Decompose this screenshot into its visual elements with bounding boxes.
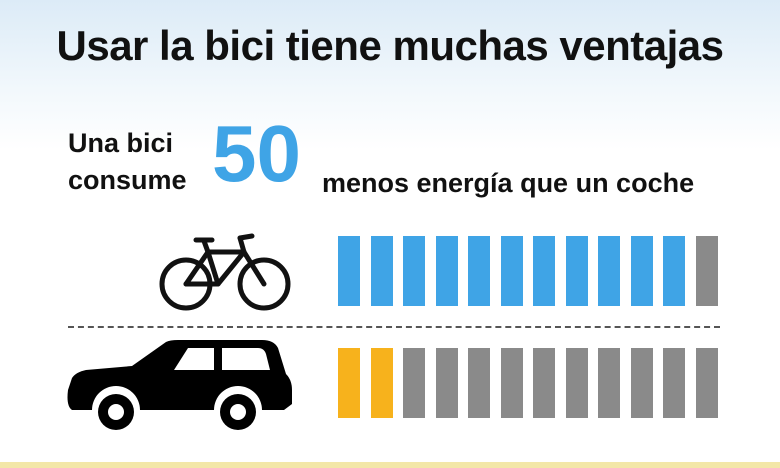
lead-text-line1: Una bici — [68, 128, 174, 158]
bike-row-bar — [500, 236, 523, 306]
bike-row-bar — [565, 236, 588, 306]
car-row-bar — [598, 348, 620, 418]
bike-row-bar — [695, 236, 718, 306]
car-row-bar — [370, 348, 393, 418]
car-row-bar — [403, 348, 425, 418]
car-row-bar — [663, 348, 685, 418]
car-row-bar — [435, 348, 458, 418]
car-row-bar — [533, 348, 555, 418]
bike-row-bar — [370, 236, 393, 306]
bike-row-bar — [468, 236, 490, 306]
bike-row-bar — [435, 236, 458, 306]
car-icon — [67, 340, 292, 430]
page-title: Usar la bici tiene muchas ventajas — [56, 22, 724, 69]
bike-row-bar — [598, 236, 620, 306]
bike-row-bar — [403, 236, 425, 306]
bike-row-bar — [338, 236, 360, 306]
dashed-divider — [68, 326, 720, 328]
bike-energy-bars — [0, 236, 780, 306]
lead-text-line2: consume — [68, 165, 187, 195]
car-energy-bars — [0, 348, 780, 418]
car-row-bar — [468, 348, 490, 418]
car-row-bar — [500, 348, 523, 418]
car-row-bar — [630, 348, 653, 418]
bottom-strip — [0, 462, 780, 468]
car-row-bar — [695, 348, 718, 418]
bike-row-bar — [630, 236, 653, 306]
bicycle-icon — [159, 233, 291, 311]
lead-text-line3: menos energía que un coche — [322, 168, 695, 198]
bike-row-bar — [533, 236, 555, 306]
energy-ratio-number: 50 — [212, 109, 301, 198]
bike-row-bar — [663, 236, 685, 306]
car-row-bar — [565, 348, 588, 418]
car-row-bar — [338, 348, 360, 418]
